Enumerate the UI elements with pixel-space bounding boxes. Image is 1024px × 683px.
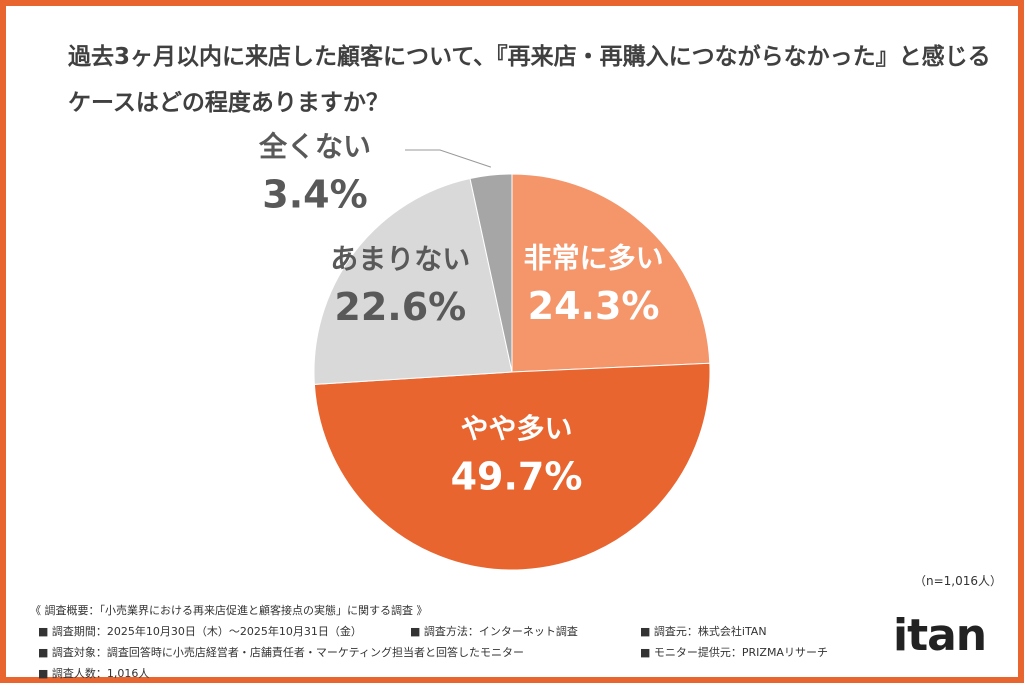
footer-item: ■ 調査人数：1,016人	[38, 667, 150, 680]
pie-slice	[511, 173, 711, 373]
sample-size: （n=1,016人）	[914, 574, 1003, 588]
footer-item: ■ 調査元：株式会社iTAN	[640, 625, 767, 638]
value-label: 49.7%	[451, 454, 583, 498]
value-label: 24.3%	[528, 284, 660, 328]
slice-name: やや多い	[461, 412, 573, 445]
footer-item: ■ モニター提供元：PRIZMAリサーチ	[640, 646, 828, 659]
pie-slice	[313, 177, 513, 385]
footer-item: ■ 調査方法：インターネット調査	[410, 625, 578, 638]
pie-slice	[313, 362, 711, 571]
slice-name: あまりない	[330, 243, 470, 276]
footer-item: ■ 調査期間：2025年10月30日（木）～2025年10月31日（金）	[38, 625, 362, 638]
chart-title: 過去3ヶ月以内に来店した顧客について、『再来店・再購入につながらなかった』と感じ…	[68, 44, 991, 116]
leader-line	[405, 149, 492, 168]
value-label: 22.6%	[334, 285, 466, 329]
logo: itan	[893, 610, 987, 661]
pie-slice	[469, 173, 513, 373]
slice-name: 非常に多い	[524, 242, 664, 275]
slice-name: 全くない	[258, 130, 371, 163]
footer-item: ■ 調査対象：調査回答時に小売店経営者・店舗責任者・マーケティング担当者と回答し…	[38, 646, 525, 659]
value-label: 3.4%	[262, 173, 367, 217]
footer-heading: 《 調査概要：「小売業界における再来店促進と顧客接点の実態」に関する調査 》	[30, 604, 428, 617]
